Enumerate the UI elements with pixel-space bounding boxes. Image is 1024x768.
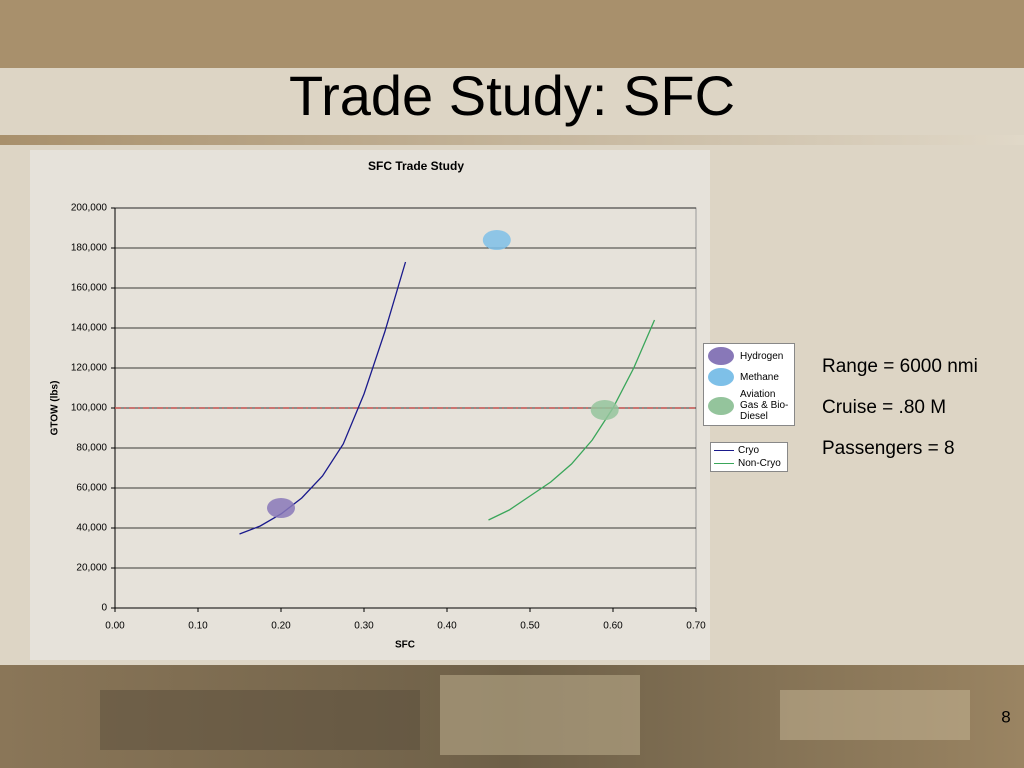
note: Passengers = 8: [822, 438, 955, 459]
x-tick-label: 0.20: [271, 621, 291, 632]
y-tick-label: 0: [101, 603, 107, 614]
legend-swatch: [714, 463, 734, 464]
legend-item: Hydrogen: [708, 347, 790, 365]
y-tick-label: 160,000: [71, 283, 108, 294]
x-tick-label: 0.10: [188, 621, 208, 632]
building: [780, 690, 970, 740]
legend-label: Cryo: [738, 445, 760, 456]
note: Cruise = .80 M: [822, 397, 947, 418]
legend-item: Cryo: [714, 445, 784, 456]
top-band: [0, 0, 1024, 68]
y-axis-label: GTOW (lbs): [50, 381, 61, 436]
y-tick-label: 140,000: [71, 323, 108, 334]
x-tick-label: 0.50: [520, 621, 540, 632]
y-tick-label: 80,000: [76, 443, 107, 454]
legend-label: Methane: [740, 371, 779, 383]
x-tick-label: 0.40: [437, 621, 457, 632]
series-line: [488, 319, 656, 521]
marker: [590, 400, 619, 420]
x-tick-label: 0.60: [603, 621, 623, 632]
slide-title: Trade Study: SFC: [289, 64, 735, 127]
y-tick-label: 40,000: [76, 523, 107, 534]
legend-swatch: [708, 396, 734, 415]
marker: [482, 230, 511, 250]
x-tick-label: 0.30: [354, 621, 374, 632]
y-tick-label: 120,000: [71, 363, 108, 374]
legend-label: Hydrogen: [740, 350, 784, 362]
legend-item: Methane: [708, 368, 790, 386]
line-legend: Cryo Non-Cryo: [710, 442, 788, 472]
x-tick-label: 0.70: [686, 621, 706, 632]
legend-label: Aviation Gas & Bio-Diesel: [740, 389, 789, 422]
building: [100, 690, 420, 750]
x-axis-label: SFC: [395, 640, 415, 651]
chart-title: SFC Trade Study: [368, 159, 464, 173]
y-tick-label: 180,000: [71, 243, 108, 254]
y-tick-label: 60,000: [76, 483, 107, 494]
legend-item: Non-Cryo: [714, 458, 784, 469]
y-tick-label: 20,000: [76, 563, 107, 574]
y-tick-label: 200,000: [71, 203, 108, 214]
building: [440, 675, 640, 755]
x-tick-label: 0.00: [105, 621, 125, 632]
marker-legend: Hydrogen Methane Aviation Gas & Bio-Diesel: [703, 343, 795, 426]
marker: [267, 498, 295, 518]
y-tick-label: 100,000: [71, 403, 108, 414]
legend-item: Aviation Gas & Bio-Diesel: [708, 389, 790, 422]
stripe: [0, 135, 1024, 145]
legend-label: Non-Cryo: [738, 458, 781, 469]
series-line: [239, 261, 407, 535]
page-number: 8: [1001, 707, 1010, 726]
legend-swatch: [708, 368, 734, 386]
legend-swatch: [714, 450, 734, 451]
legend-swatch: [708, 347, 734, 365]
note: Range = 6000 nmi: [822, 356, 978, 377]
